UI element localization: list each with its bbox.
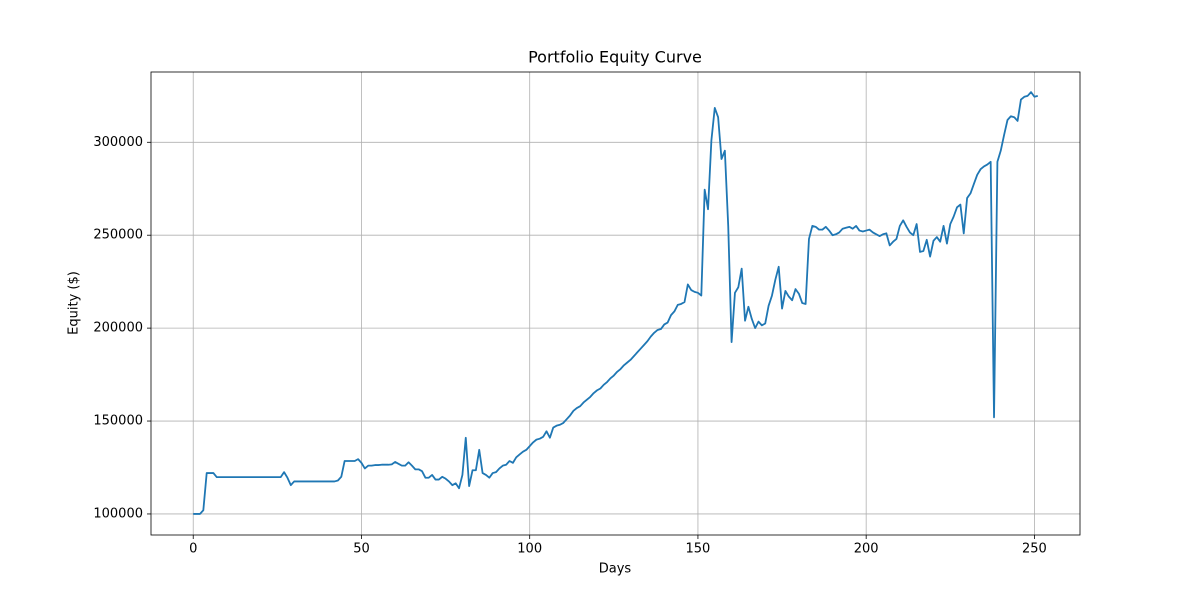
- y-axis-label: Equity ($): [67, 271, 82, 335]
- x-tick-label: 150: [686, 542, 711, 557]
- y-tick-label: 300000: [93, 135, 143, 150]
- x-axis-label: Days: [599, 562, 632, 577]
- equity-line: [193, 91, 1039, 515]
- x-tick-label: 50: [353, 542, 370, 557]
- x-tick-label: 250: [1022, 542, 1047, 557]
- y-tick-label: 200000: [93, 321, 143, 336]
- x-tick-label: 0: [189, 542, 197, 557]
- y-tick-label: 250000: [93, 228, 143, 243]
- chart-title: Portfolio Equity Curve: [528, 48, 702, 67]
- y-tick-label: 100000: [93, 506, 143, 521]
- axes-frame: [150, 71, 1081, 536]
- grid: [151, 72, 1080, 535]
- x-tick-label: 100: [517, 542, 542, 557]
- plot: [193, 91, 1039, 515]
- y-tick-label: 150000: [93, 414, 143, 429]
- x-tick-label: 200: [854, 542, 879, 557]
